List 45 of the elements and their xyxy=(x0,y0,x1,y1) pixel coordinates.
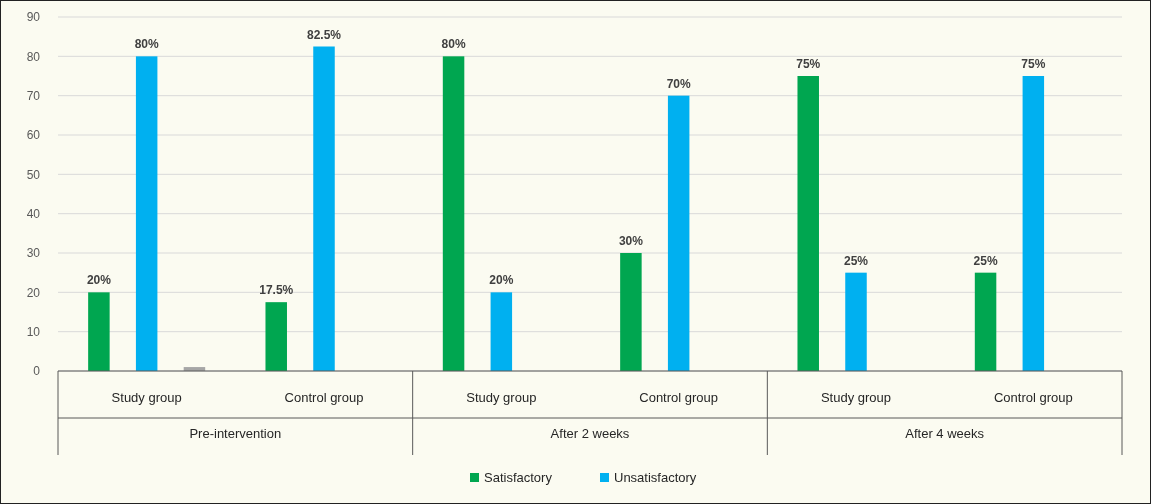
data-label: 25% xyxy=(843,253,869,268)
x-tick-label: Study group xyxy=(466,390,537,405)
bar xyxy=(1022,76,1045,371)
bar xyxy=(313,46,335,371)
x-tick-label: Study group xyxy=(820,390,892,405)
y-tick-label: 40 xyxy=(26,206,41,221)
bar xyxy=(667,95,690,371)
data-label: 20% xyxy=(489,273,514,288)
y-tick-label: 0 xyxy=(33,364,41,379)
bar xyxy=(265,302,287,371)
y-tick-label: 30 xyxy=(26,246,41,261)
data-label: 80% xyxy=(134,37,159,52)
text: Pre-intervention xyxy=(189,426,282,441)
y-tick-label: 50 xyxy=(26,167,41,182)
x-tick-label: Control group xyxy=(993,390,1073,405)
data-label: 17.5% xyxy=(259,283,294,298)
text: After 4 weeks xyxy=(905,426,985,441)
y-tick-label: 60 xyxy=(26,128,41,143)
y-tick-label: 10 xyxy=(26,324,41,339)
data-label: 70% xyxy=(666,76,691,91)
data-label: 75% xyxy=(796,57,821,71)
bar xyxy=(797,76,819,371)
y-tick-label: 20 xyxy=(26,285,41,300)
data-label: 82.5% xyxy=(306,27,342,42)
y-tick-label: 70 xyxy=(26,88,41,103)
data-label: 75% xyxy=(1021,57,1046,71)
bar xyxy=(490,292,513,371)
y-tick-label: 90 xyxy=(26,10,41,25)
data-label: 80% xyxy=(441,37,466,52)
x-tick-label: Study group xyxy=(111,390,182,405)
bar xyxy=(974,272,997,371)
y-tick-label: 80 xyxy=(26,49,41,64)
bar xyxy=(620,253,642,371)
x-tick-label: Control group xyxy=(639,390,719,405)
legend-label: Satisfactory xyxy=(484,470,553,485)
data-label: 25% xyxy=(973,253,998,268)
bar xyxy=(88,292,110,371)
bar xyxy=(845,272,867,371)
data-label: 30% xyxy=(618,234,644,248)
bar xyxy=(442,56,465,371)
legend-label: Unsatisfactory xyxy=(614,470,697,485)
bar xyxy=(135,56,158,371)
text: After 2 weeks xyxy=(550,426,630,441)
x-tick-label: Control group xyxy=(284,390,364,405)
data-label: 20% xyxy=(86,273,112,288)
